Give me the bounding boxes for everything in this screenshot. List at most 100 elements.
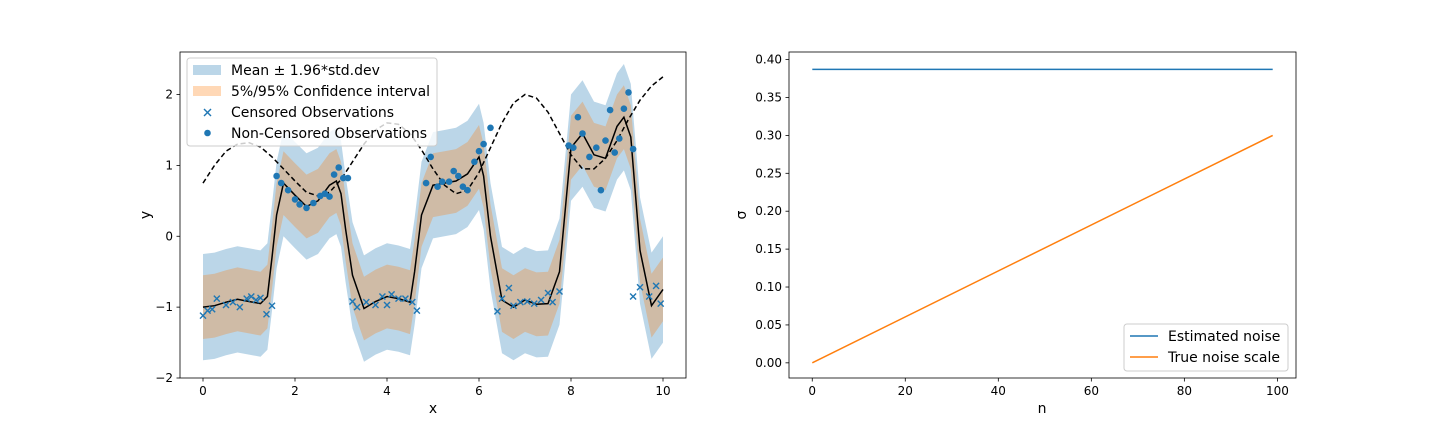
censored-observation-marker — [236, 303, 244, 311]
censored-observation-marker — [629, 293, 637, 300]
left-y-tick-label: 2 — [165, 88, 173, 102]
right-y-tick-label: 0.10 — [755, 280, 782, 294]
censored-marker-stroke — [510, 302, 517, 310]
censored-marker-stroke — [636, 283, 644, 291]
non-censored-observation-point — [445, 178, 453, 185]
censored-observation-marker — [257, 294, 264, 302]
non-censored-observation-point — [602, 137, 609, 144]
censored-marker-stroke — [222, 301, 230, 309]
censored-marker-stroke — [362, 298, 370, 306]
right-axes-frame — [788, 51, 1297, 379]
censored-observation-marker — [208, 305, 216, 313]
non-censored-observation-point — [620, 105, 628, 112]
mean-std-band — [203, 64, 663, 362]
left-x-axis-label: x — [429, 401, 437, 417]
censored-marker-stroke — [252, 296, 260, 304]
non-censored-observation-point — [487, 124, 494, 132]
non-censored-observation-point — [625, 89, 632, 96]
censored-observation-marker — [372, 301, 379, 309]
censored-observation-marker — [229, 298, 237, 306]
censored-observation-marker — [516, 298, 524, 306]
censored-observation-marker — [413, 307, 421, 315]
non-censored-observation-point — [296, 201, 303, 208]
legend-label-estimated-noise: Estimated noise — [1168, 329, 1280, 345]
non-censored-observation-point — [570, 144, 577, 151]
right-y-tick-label: 0.30 — [755, 128, 782, 142]
censored-observation-marker — [262, 310, 270, 318]
censored-marker-stroke — [229, 298, 237, 306]
censored-marker-stroke — [372, 301, 379, 309]
censored-marker-stroke — [505, 284, 513, 292]
censored-marker-stroke — [523, 297, 531, 305]
censored-observation-marker — [349, 297, 356, 305]
legend-label-mean-band: Mean ± 1.96*std.dev — [231, 63, 380, 79]
censored-observation-marker — [213, 295, 221, 303]
non-censored-observation-point — [597, 186, 605, 194]
non-censored-observation-point — [616, 135, 623, 142]
censored-observation-marker — [523, 297, 531, 305]
censored-observation-marker — [247, 293, 255, 300]
censored-marker-stroke — [413, 307, 421, 315]
right-y-tick-label: 0.00 — [755, 356, 782, 370]
left-legend-box — [186, 57, 438, 147]
left-x-tick-label: 6 — [475, 384, 483, 398]
non-censored-observation-point — [326, 193, 333, 200]
censored-observation-marker — [530, 300, 538, 308]
right-x-tick-label: 100 — [1266, 384, 1289, 398]
censored-observation-marker — [252, 296, 260, 304]
right-x-tick-label: 20 — [898, 384, 913, 398]
censored-marker-stroke — [349, 297, 356, 305]
censored-marker-stroke — [530, 300, 538, 308]
right-legend-box — [1123, 323, 1289, 372]
right-y-tick-label: 0.40 — [755, 53, 782, 67]
censored-marker-stroke — [629, 293, 637, 300]
censored-observation-marker — [549, 298, 557, 306]
censored-marker-stroke — [544, 289, 552, 297]
left-x-tick-label: 4 — [383, 384, 391, 398]
censored-marker-stroke — [262, 310, 270, 318]
censored-marker-stroke — [645, 293, 653, 300]
censored-marker-stroke — [257, 294, 264, 302]
legend-swatch-mean-band — [193, 65, 221, 75]
censored-marker-stroke — [383, 301, 391, 309]
right-x-ticks: 0 20 40 60 80 100 — [808, 378, 1289, 398]
censored-marker-stroke — [208, 305, 216, 313]
censored-observation-marker — [204, 307, 212, 315]
left-x-tick-label: 2 — [291, 384, 299, 398]
right-y-tick-label: 0.20 — [755, 204, 782, 218]
censored-marker-stroke — [549, 298, 557, 306]
censored-marker-stroke — [401, 295, 409, 303]
non-censored-observation-point — [277, 179, 285, 187]
right-y-axis-label: σ — [734, 210, 750, 219]
censored-marker-stroke — [243, 295, 251, 303]
right-x-tick-label: 0 — [808, 384, 816, 398]
true-function-dashed-line — [202, 76, 664, 197]
non-censored-observation-point — [340, 174, 347, 182]
non-censored-observation-point — [438, 178, 446, 185]
left-y-tick-label: −1 — [155, 300, 173, 314]
censored-observation-marker — [556, 288, 563, 296]
censored-marker-stroke — [493, 307, 501, 315]
non-censored-observation-point — [579, 130, 586, 137]
censored-observation-marker — [222, 301, 230, 309]
non-censored-observation-point — [335, 164, 343, 171]
left-plot-panel: 0 2 4 6 8 10 −2 −1 0 1 2 x y Mean ± 1.96*std.dev … — [138, 51, 687, 417]
censored-marker-stroke — [657, 300, 665, 308]
non-censored-observation-point — [434, 183, 441, 190]
censored-observation-marker — [383, 301, 391, 309]
legend-label-censored: Censored Observations — [231, 105, 394, 121]
right-x-tick-label: 40 — [991, 384, 1006, 398]
left-y-tick-label: 0 — [165, 229, 173, 243]
censored-marker-stroke — [213, 295, 221, 303]
censored-observation-marker — [362, 298, 370, 306]
censored-observation-marker — [493, 307, 501, 315]
non-censored-observation-point — [606, 106, 614, 114]
censored-observation-marker — [388, 290, 396, 298]
legend-label-true-noise: True noise scale — [1167, 350, 1280, 366]
censored-observation-marker — [537, 296, 545, 304]
non-censored-observation-point — [455, 172, 462, 180]
censored-marker-stroke — [408, 298, 416, 306]
censored-marker-stroke — [652, 282, 660, 290]
non-censored-observation-point — [586, 153, 593, 161]
